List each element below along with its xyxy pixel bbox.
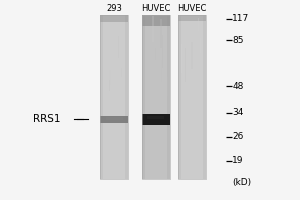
Text: HUVEC: HUVEC — [177, 4, 206, 13]
Bar — [152, 16, 154, 42]
Text: 26: 26 — [232, 132, 244, 141]
Bar — [200, 79, 201, 115]
Bar — [125, 15, 128, 179]
Bar — [178, 15, 181, 179]
Bar — [167, 77, 168, 96]
Bar — [142, 15, 170, 26]
Bar — [118, 36, 119, 58]
Text: 117: 117 — [232, 14, 249, 23]
Bar — [100, 15, 128, 179]
Bar — [106, 117, 123, 120]
Bar — [142, 114, 170, 125]
Bar — [109, 70, 110, 85]
Bar — [142, 15, 170, 179]
Bar — [100, 15, 103, 179]
Text: 19: 19 — [232, 156, 244, 165]
Bar — [100, 116, 128, 123]
Bar — [167, 15, 170, 179]
Bar — [198, 18, 199, 31]
Text: RRS1: RRS1 — [33, 114, 61, 124]
Bar — [162, 35, 163, 68]
Bar — [178, 15, 206, 179]
Text: 293: 293 — [106, 4, 122, 13]
Bar — [115, 32, 116, 63]
Text: 34: 34 — [232, 108, 244, 117]
Bar — [178, 15, 206, 179]
Bar — [121, 68, 122, 77]
Bar — [160, 19, 162, 48]
Bar — [161, 60, 162, 82]
Bar — [142, 15, 170, 179]
Bar — [123, 29, 124, 47]
Bar — [191, 42, 193, 69]
Text: (kD): (kD) — [232, 178, 251, 187]
Bar — [155, 48, 156, 60]
Text: 85: 85 — [232, 36, 244, 45]
Bar — [148, 116, 164, 119]
Bar — [100, 15, 128, 179]
Bar — [142, 15, 145, 179]
Bar — [178, 15, 206, 21]
Bar — [202, 15, 206, 179]
Bar — [100, 15, 128, 22]
Bar — [184, 48, 186, 82]
Bar — [181, 44, 182, 73]
Bar — [109, 80, 110, 91]
Bar — [200, 38, 201, 53]
Text: HUVEC: HUVEC — [141, 4, 171, 13]
Text: 48: 48 — [232, 82, 244, 91]
